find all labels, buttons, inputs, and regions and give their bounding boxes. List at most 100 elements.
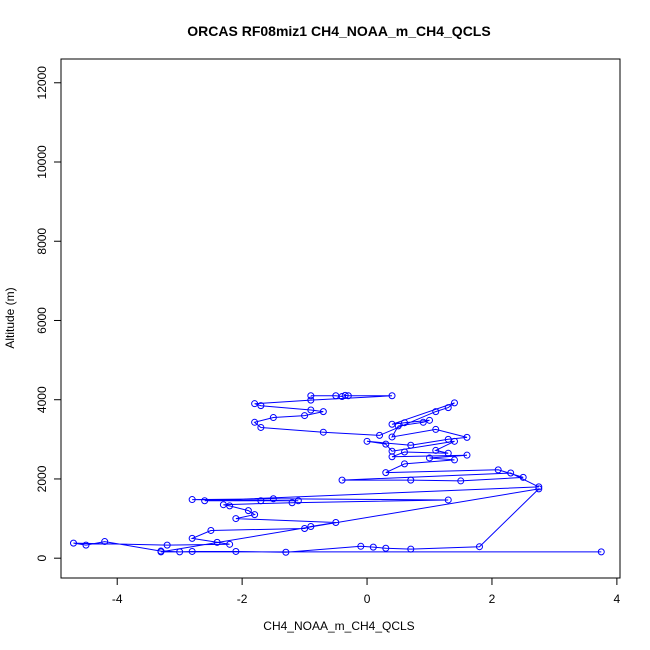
data-point [407,441,415,449]
data-point [319,428,327,436]
data-point [251,400,259,408]
data-point [369,543,377,551]
data-point [207,526,215,534]
data-point [432,408,440,416]
data-point [332,519,340,527]
data-point [288,499,296,507]
plot-frame [60,58,621,579]
data-point [338,476,346,484]
data-point [388,420,396,428]
data-point [407,476,415,484]
y-axis: 0 2000 4000 6000 8000 10000 12000 [35,66,62,562]
data-point [444,449,452,457]
data-point [394,422,402,430]
y-tick-label: 2000 [35,465,49,492]
series-layer [69,391,605,556]
data-point [188,547,196,555]
data-point [251,511,259,519]
x-axis: -4 -2 0 2 4 [112,577,621,606]
data-point [519,473,527,481]
data-point [226,502,234,510]
y-tick-label: 12000 [35,66,49,100]
x-axis-label: CH4_NOAA_m_CH4_QCLS [263,619,414,633]
data-point [376,431,384,439]
data-point [69,539,77,547]
data-point [341,391,349,399]
data-point [176,548,184,556]
data-point [188,534,196,542]
data-point [163,541,171,549]
data-point [444,404,452,412]
data-point [388,392,396,400]
data-point [269,414,277,422]
x-tick-label: 2 [489,592,496,606]
data-point [535,485,543,493]
data-point [257,497,265,505]
data-point [188,496,196,504]
data-point [363,437,371,445]
data-point [257,402,265,410]
data-point [344,392,352,400]
data-point [432,425,440,433]
data-point [82,541,90,549]
data-point [232,515,240,523]
data-point [307,392,315,400]
data-point [382,440,390,448]
data-point [213,538,221,546]
data-point [226,540,234,548]
data-point [282,548,290,556]
data-point [401,419,409,427]
data-point [444,496,452,504]
data-point [450,437,458,445]
y-tick-label: 8000 [35,228,49,255]
x-tick-label: -2 [237,592,248,606]
data-point [407,545,415,553]
x-tick-label: -4 [112,592,123,606]
data-point [157,548,165,556]
data-point [401,448,409,456]
data-point [301,524,309,532]
data-point [244,507,252,515]
data-point [450,399,458,407]
data-point [444,435,452,443]
y-tick-label: 10000 [35,145,49,179]
data-point [307,522,315,530]
data-point [101,538,109,546]
data-point [388,433,396,441]
data-point [307,396,315,404]
y-tick-label: 0 [35,555,49,562]
data-point [307,406,315,414]
data-point [432,446,440,454]
y-tick-label: 4000 [35,386,49,413]
data-point [401,460,409,468]
data-point [535,483,543,491]
data-point [357,542,365,550]
data-point [382,469,390,477]
y-axis-label: Altitude (m) [3,287,17,348]
data-point [450,456,458,464]
data-point [319,408,327,416]
data-point [457,477,465,485]
data-point [294,497,302,505]
y-tick-label: 6000 [35,307,49,334]
data-point [257,423,265,431]
series-line [73,394,602,553]
data-point [232,547,240,555]
data-point [301,412,309,420]
data-point [382,544,390,552]
data-point [426,454,434,462]
data-point [463,451,471,459]
x-tick-label: 0 [364,592,371,606]
data-point [507,469,515,477]
data-point [494,466,502,474]
data-point [475,543,483,551]
data-point [426,416,434,424]
data-point [388,453,396,461]
data-point [251,418,259,426]
x-tick-label: 4 [614,592,621,606]
data-point [463,433,471,441]
data-point [201,497,209,505]
data-point [269,495,277,503]
chart-title: ORCAS RF08miz1 CH4_NOAA_m_CH4_QCLS [187,23,490,39]
